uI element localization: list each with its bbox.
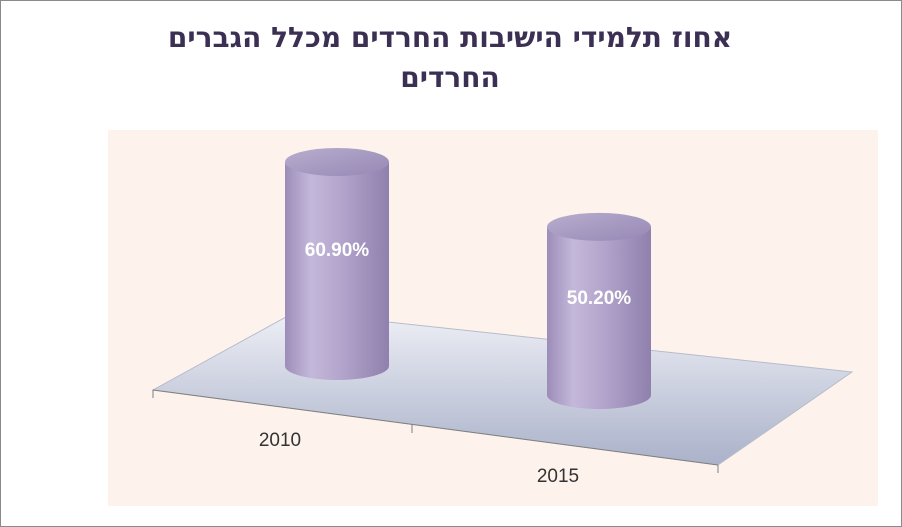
data-label: 60.90% [305, 240, 370, 261]
category-tick-label: 2010 [259, 430, 301, 451]
chart-title-line-2: החרדים [400, 61, 500, 94]
category-tick-label: 2015 [537, 466, 579, 487]
bar-2015 [547, 212, 651, 409]
plot-area-background [108, 130, 878, 506]
bar-body [547, 226, 651, 409]
bar-body [285, 161, 389, 380]
chart-title: אחוז תלמידי הישיבות החרדים מכלל הגברים ה… [60, 18, 840, 98]
bar-2010 [285, 147, 389, 380]
chart-title-line-1: אחוז תלמידי הישיבות החרדים מכלל הגברים [167, 21, 733, 54]
category-axis [152, 389, 719, 466]
bar-top [285, 147, 389, 176]
bar-top [547, 212, 651, 241]
data-label: 50.20% [567, 288, 632, 309]
